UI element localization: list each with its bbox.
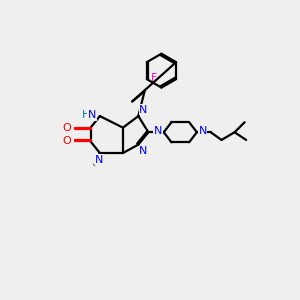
Text: F: F (151, 73, 157, 82)
Text: H: H (82, 110, 91, 119)
Text: N: N (88, 110, 96, 120)
Text: N: N (139, 104, 148, 115)
Text: N: N (139, 146, 148, 156)
Text: N: N (198, 127, 207, 136)
Text: O: O (63, 136, 71, 146)
Text: O: O (63, 123, 71, 133)
Text: N: N (154, 127, 162, 136)
Text: N: N (95, 154, 103, 165)
